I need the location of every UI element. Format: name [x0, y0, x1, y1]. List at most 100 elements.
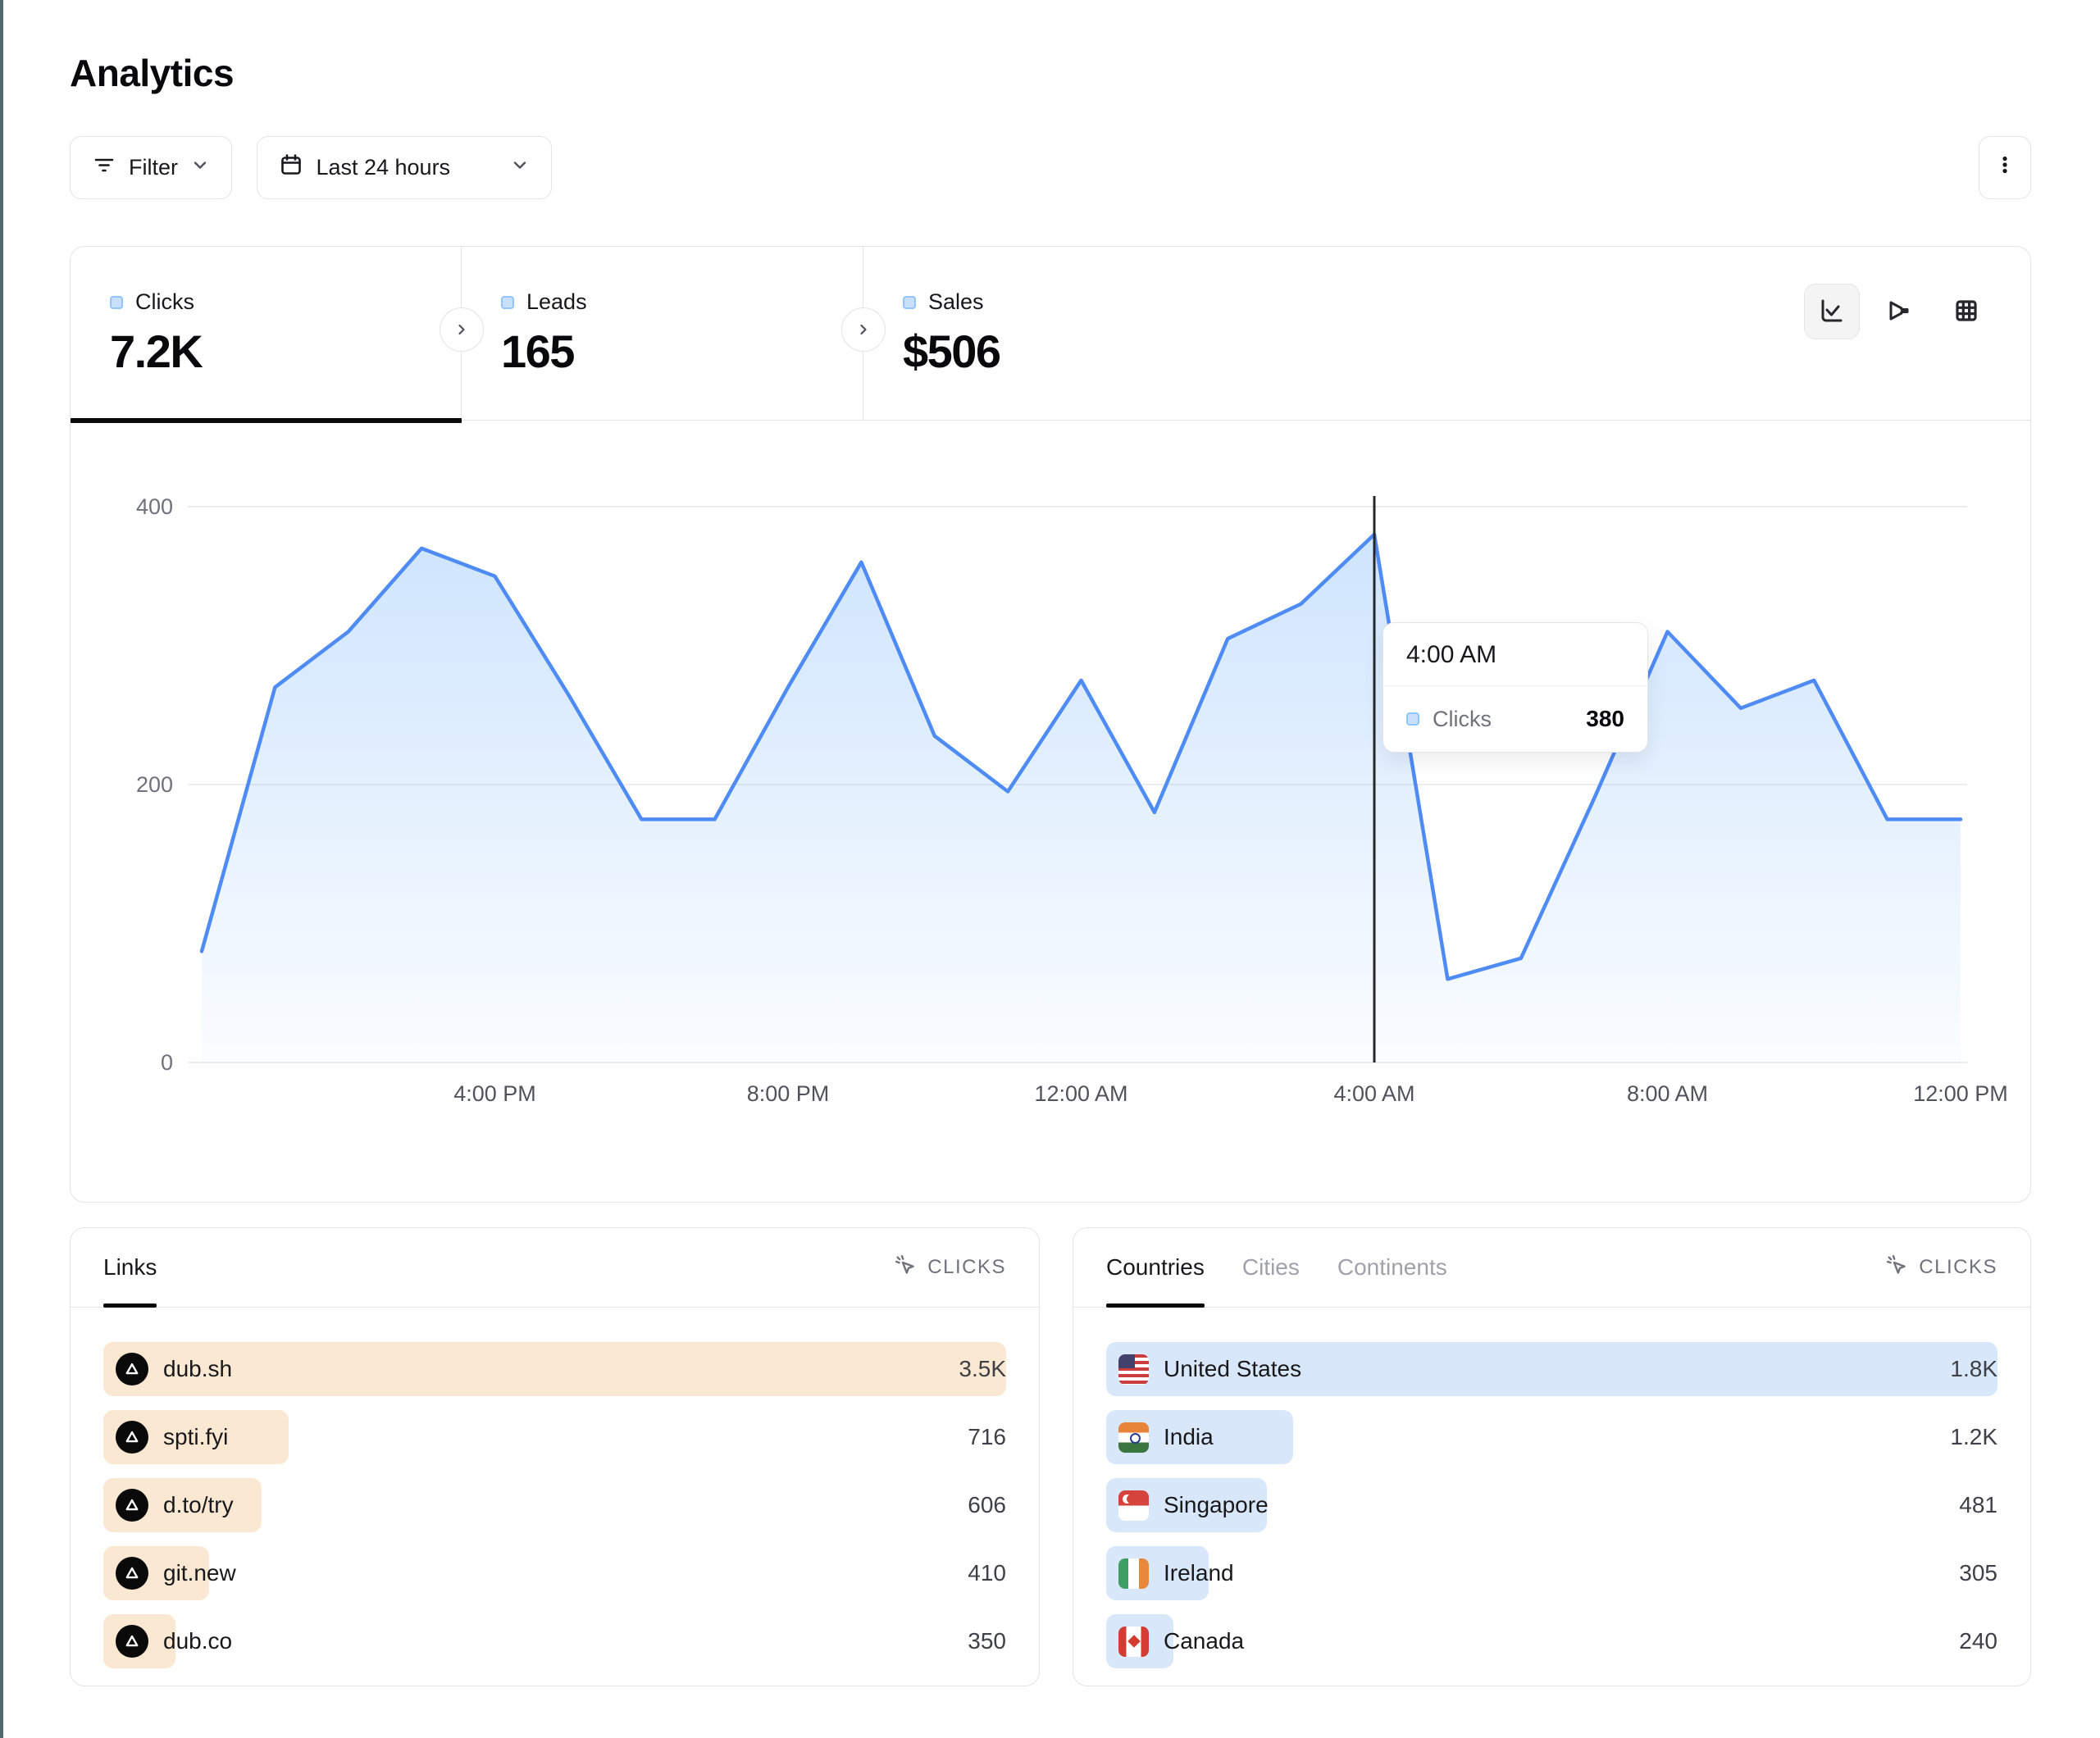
- y-axis-tick-label: 200: [136, 772, 173, 797]
- stat-swatch: [501, 295, 514, 309]
- flag-icon-in: [1118, 1422, 1149, 1453]
- row-bar: [1106, 1342, 1998, 1396]
- row-label: Singapore: [1164, 1492, 1269, 1517]
- more-menu-button[interactable]: [1979, 136, 2031, 199]
- stat-swatch: [110, 295, 123, 309]
- links-metric-header[interactable]: CLICKS: [893, 1228, 1006, 1307]
- countries-metric-label: CLICKS: [1919, 1256, 1998, 1278]
- tooltip-time: 4:00 AM: [1383, 623, 1647, 686]
- clicks-chart[interactable]: 0 200 400 4:00 PM 8:00 PM 12:00 AM 4:00 AM 8:00…: [71, 485, 2031, 1132]
- cursor-click-icon: [1884, 1253, 1909, 1283]
- analytics-page: Analytics Filter Last 24 hours: [70, 0, 2031, 1686]
- country-row[interactable]: United States 1.8K: [1106, 1342, 1998, 1396]
- x-axis-tick-label: 8:00 PM: [747, 1081, 830, 1106]
- row-label: spti.fyi: [163, 1424, 229, 1449]
- row-label: git.new: [163, 1560, 236, 1586]
- page-title: Analytics: [70, 52, 235, 94]
- calendar-icon: [279, 152, 303, 183]
- link-row[interactable]: dub.sh 3.5K: [103, 1342, 1006, 1396]
- active-tab-underline: [71, 418, 462, 423]
- flag-icon-us: [1118, 1354, 1149, 1385]
- link-logo-icon: [116, 1557, 148, 1590]
- tooltip-value: 380: [1586, 706, 1624, 731]
- stat-value: 165: [501, 325, 575, 377]
- stat-swatch: [903, 295, 916, 309]
- funnel-chart-icon: [1884, 295, 1915, 329]
- countries-metric-header[interactable]: CLICKS: [1884, 1228, 1998, 1307]
- toolbar: Filter Last 24 hours: [70, 136, 2031, 199]
- row-label: India: [1164, 1424, 1214, 1449]
- row-value: 305: [1959, 1560, 1998, 1586]
- funnel-chart-view-button[interactable]: [1871, 284, 1927, 339]
- link-logo-icon: [116, 1625, 148, 1658]
- link-logo-icon: [116, 1353, 148, 1385]
- date-range-button[interactable]: Last 24 hours: [257, 136, 553, 199]
- x-axis-tick-label: 8:00 AM: [1627, 1081, 1708, 1106]
- flag-icon-sg: [1118, 1490, 1149, 1521]
- links-metric-label: CLICKS: [927, 1256, 1006, 1278]
- stat-label: Clicks: [135, 289, 194, 314]
- cursor-click-icon: [893, 1253, 918, 1283]
- row-label: dub.co: [163, 1628, 233, 1654]
- row-value: 1.2K: [1950, 1424, 1998, 1449]
- stat-expand-button[interactable]: [841, 307, 886, 352]
- date-range-label: Last 24 hours: [316, 155, 451, 180]
- link-logo-icon: [116, 1421, 148, 1454]
- stat-tab-sales[interactable]: Sales $506: [863, 247, 1323, 420]
- row-value: 606: [968, 1492, 1006, 1517]
- country-row[interactable]: Ireland 305: [1106, 1546, 1998, 1600]
- tab-links[interactable]: Links: [103, 1228, 157, 1308]
- x-axis-tick-label: 12:00 AM: [1034, 1081, 1127, 1106]
- link-row[interactable]: git.new 410: [103, 1546, 1006, 1600]
- series-swatch: [1406, 712, 1419, 726]
- stat-label: Leads: [526, 289, 587, 314]
- flag-icon-ie: [1118, 1558, 1149, 1589]
- chevron-down-icon: [510, 155, 530, 180]
- links-card: Links CLICKS dub.sh 3.5K spti.fyi 716 d.to/t…: [70, 1227, 1040, 1686]
- link-logo-icon: [116, 1489, 148, 1522]
- filter-button[interactable]: Filter: [70, 136, 232, 199]
- link-row[interactable]: dub.co 350: [103, 1614, 1006, 1668]
- stat-expand-button[interactable]: [440, 307, 484, 352]
- row-value: 350: [968, 1628, 1006, 1654]
- tab-continents[interactable]: Continents: [1337, 1254, 1447, 1280]
- row-label: United States: [1164, 1356, 1302, 1381]
- row-value: 240: [1959, 1628, 1998, 1654]
- stat-tab-clicks[interactable]: Clicks 7.2K: [71, 247, 462, 423]
- countries-card: Countries Cities Continents CLICKS United …: [1073, 1227, 2031, 1686]
- link-row[interactable]: spti.fyi 716: [103, 1410, 1006, 1464]
- filter-lines-icon: [92, 152, 116, 183]
- filter-button-label: Filter: [129, 155, 178, 180]
- stat-tab-leads[interactable]: Leads 165: [462, 247, 863, 420]
- line-chart-view-button[interactable]: [1804, 284, 1860, 339]
- x-axis-tick-label: 12:00 PM: [1913, 1081, 2008, 1106]
- country-row[interactable]: Singapore 481: [1106, 1478, 1998, 1532]
- row-value: 716: [968, 1424, 1006, 1449]
- grid-table-view-button[interactable]: [1938, 284, 1994, 339]
- x-axis-tick-label: 4:00 AM: [1333, 1081, 1414, 1106]
- analytics-card: Clicks 7.2K Leads 165 Sales $506: [70, 246, 2031, 1203]
- row-value: 481: [1959, 1492, 1998, 1517]
- x-axis-tick-label: 4:00 PM: [453, 1081, 536, 1106]
- grid-table-icon: [1951, 295, 1982, 329]
- area-fill: [202, 534, 1961, 1062]
- tab-cities[interactable]: Cities: [1241, 1254, 1300, 1280]
- clicks-line: [199, 532, 1963, 981]
- kebab-menu-icon: [1994, 154, 2016, 181]
- tooltip-series-label: Clicks: [1433, 706, 1492, 731]
- row-value: 3.5K: [959, 1356, 1006, 1381]
- y-axis-tick-label: 400: [136, 494, 173, 519]
- country-row[interactable]: Canada 240: [1106, 1614, 1998, 1668]
- country-row[interactable]: India 1.2K: [1106, 1410, 1998, 1464]
- stats-tabs: Clicks 7.2K Leads 165 Sales $506: [71, 247, 2030, 423]
- tab-countries[interactable]: Countries: [1106, 1228, 1205, 1308]
- row-label: Canada: [1164, 1628, 1245, 1654]
- chevron-down-icon: [190, 155, 210, 180]
- flag-icon-ca: [1118, 1626, 1149, 1657]
- row-label: d.to/try: [163, 1492, 234, 1517]
- row-value: 1.8K: [1950, 1356, 1998, 1381]
- chart-type-toggle: [1804, 284, 1994, 339]
- link-row[interactable]: d.to/try 606: [103, 1478, 1006, 1532]
- stat-value: 7.2K: [110, 325, 203, 377]
- row-label: Ireland: [1164, 1560, 1234, 1586]
